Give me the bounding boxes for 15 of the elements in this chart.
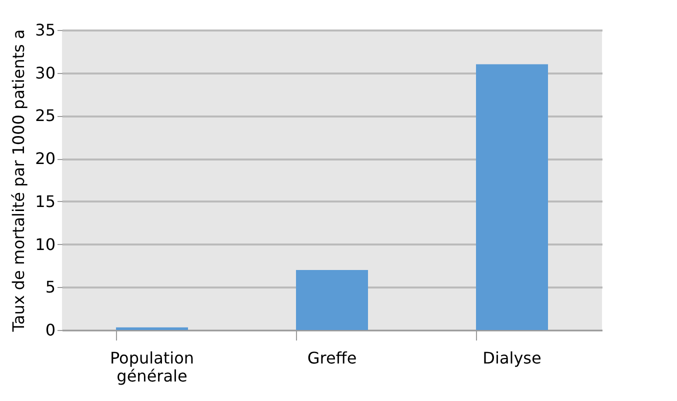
x-tick-label: Dialyse — [482, 348, 542, 368]
y-axis-title: Taux de mortalité par 1000 patients a — [9, 29, 28, 333]
x-tick-label: Greffe — [307, 348, 357, 368]
y-tick-label: 15 — [35, 192, 56, 211]
bar — [116, 327, 188, 330]
y-tick-label: 30 — [35, 63, 56, 82]
y-tick-label: 20 — [35, 149, 56, 168]
x-tick-label: Population générale — [110, 348, 194, 386]
y-tick-label: 0 — [45, 320, 56, 340]
bar — [476, 64, 548, 330]
y-tick-label: 5 — [45, 278, 56, 297]
y-tick-label: 25 — [35, 106, 56, 126]
y-tick-label: 10 — [35, 234, 56, 254]
y-tick-label: 35 — [35, 20, 56, 40]
bar — [296, 270, 368, 330]
